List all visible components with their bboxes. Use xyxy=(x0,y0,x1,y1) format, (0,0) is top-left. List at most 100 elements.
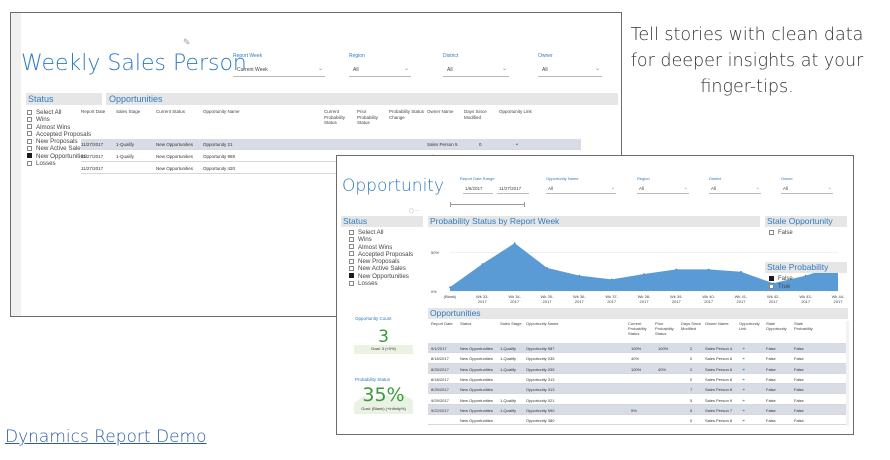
checkbox[interactable] xyxy=(27,109,32,115)
status-item[interactable]: New Opportunities xyxy=(349,273,413,280)
slicer-district[interactable]: District All ⌄ xyxy=(443,53,509,77)
slicer-region[interactable]: Region All ⌄ xyxy=(349,53,411,77)
owner-dropdown[interactable]: All ⌄ xyxy=(538,65,602,77)
link-icon[interactable]: ⚭ xyxy=(742,376,746,382)
checkbox[interactable] xyxy=(349,265,354,271)
checkbox[interactable] xyxy=(349,236,354,242)
stale-item[interactable]: True xyxy=(769,283,793,291)
status-item[interactable]: New Proposals xyxy=(349,258,413,265)
status-item[interactable]: Wins xyxy=(27,116,91,123)
data-point[interactable] xyxy=(481,263,484,265)
data-point[interactable] xyxy=(610,278,613,281)
data-point[interactable] xyxy=(675,268,678,271)
chevron-down-icon: ⌄ xyxy=(403,66,409,72)
status-item[interactable]: Wins xyxy=(349,236,413,243)
table-row[interactable]: 8/18/2017 New Opportunities Opportunity 31… xyxy=(428,374,848,385)
link-icon[interactable]: ⚭ xyxy=(742,387,746,393)
date-from-input[interactable]: 1/6/2017 xyxy=(463,186,493,194)
owner-dropdown[interactable]: All ⌄ xyxy=(781,185,833,194)
area-series[interactable] xyxy=(450,243,838,291)
data-point[interactable] xyxy=(546,267,548,269)
link-icon[interactable]: ⚭ xyxy=(742,356,746,362)
report-week-dropdown[interactable]: Current Week ⌄ xyxy=(233,65,325,77)
table-row[interactable]: 11/27/2017 1-Qualify New Opportunities Oppo… xyxy=(81,139,581,150)
col-header: Report Date xyxy=(431,321,453,326)
slicer-value: Current Week xyxy=(237,67,268,73)
checkbox[interactable] xyxy=(349,251,354,257)
date-to-input[interactable]: 11/27/2017 xyxy=(497,186,529,194)
data-point[interactable] xyxy=(513,242,516,244)
cell-so: False xyxy=(766,356,776,362)
table-row[interactable]: 8/25/2017 New Opportunities 1-Qualify Oppor… xyxy=(428,363,848,374)
data-point[interactable] xyxy=(707,268,710,271)
checkbox[interactable] xyxy=(27,153,32,159)
cell-days: 0 xyxy=(690,356,693,362)
district-dropdown[interactable]: All ⌄ xyxy=(443,65,509,77)
district-dropdown[interactable]: All ⌄ xyxy=(709,185,761,194)
status-item[interactable]: Almost Wins xyxy=(27,124,91,131)
status-item[interactable]: Accepted Proposals xyxy=(349,251,413,258)
link-icon[interactable]: ⚭ xyxy=(742,397,746,403)
link-icon[interactable]: ⚭ xyxy=(742,407,746,413)
checkbox[interactable] xyxy=(349,229,354,235)
status-item[interactable]: Almost Wins xyxy=(349,244,413,251)
status-item[interactable]: Losses xyxy=(27,160,91,167)
data-point[interactable] xyxy=(578,274,581,277)
date-range-slider[interactable] xyxy=(450,202,525,207)
table-row[interactable]: 11/27/2017 New Opportunities Opportunity 4… xyxy=(81,163,581,174)
checkbox[interactable] xyxy=(27,145,32,151)
stale-item[interactable]: False xyxy=(769,275,793,283)
data-point[interactable] xyxy=(804,274,807,277)
checkbox[interactable] xyxy=(27,138,32,144)
opportunity-name-dropdown[interactable]: All ⌄ xyxy=(546,185,616,194)
checkbox[interactable] xyxy=(349,244,354,250)
status-item[interactable]: Select All xyxy=(27,109,91,116)
status-item[interactable]: Accepted Proposals xyxy=(27,131,91,138)
cell-so: False xyxy=(766,397,776,403)
slicer-report-week[interactable]: Report Week Current Week ⌄ xyxy=(233,53,325,77)
visual-options-icon[interactable]: ▢ ··· xyxy=(409,208,421,214)
table-row[interactable]: New Opportunities Opportunity 380 0 Sales P… xyxy=(428,415,848,426)
checkbox[interactable] xyxy=(27,131,32,137)
pin-icon[interactable]: ✎ xyxy=(183,37,191,47)
table-row[interactable]: 9/1/2017 New Opportunities 1-Qualify Opport… xyxy=(428,343,848,354)
checkbox[interactable] xyxy=(349,280,354,286)
table-row[interactable]: 8/25/2017 New Opportunities Opportunity 31… xyxy=(428,384,848,395)
data-point[interactable] xyxy=(449,286,451,288)
stale-opportunity-header: Stale Opportunity xyxy=(765,216,847,227)
region-dropdown[interactable]: All ⌄ xyxy=(637,185,689,194)
chevron-down-icon: ⌄ xyxy=(317,66,323,72)
checkbox[interactable] xyxy=(27,116,32,122)
checkbox[interactable] xyxy=(27,124,32,130)
link-icon[interactable]: ⚭ xyxy=(742,418,746,424)
status-item[interactable]: New Opportunities xyxy=(27,153,91,160)
table-scrollbar[interactable] xyxy=(846,321,849,426)
slicer-owner[interactable]: Owner All ⌄ xyxy=(538,53,602,77)
cell-status: New Opportunities xyxy=(460,397,493,403)
table-row[interactable]: 9/29/2017 New Opportunities 1-Qualify Oppor… xyxy=(428,395,848,405)
checkbox[interactable] xyxy=(769,283,774,289)
link-icon[interactable]: ⚭ xyxy=(742,346,746,351)
table-row[interactable]: 9/22/2017 New Opportunities 1-Qualify Oppor… xyxy=(428,404,848,416)
col-header: Report Date xyxy=(81,109,106,114)
checkbox[interactable] xyxy=(769,275,774,281)
link-icon[interactable]: ⚭ xyxy=(742,366,746,372)
status-item[interactable]: Select All xyxy=(349,229,413,236)
checkbox[interactable] xyxy=(27,160,32,166)
link-icon[interactable]: ⚭ xyxy=(515,142,519,147)
data-point[interactable] xyxy=(740,270,742,273)
dynamics-report-demo-link[interactable]: Dynamics Report Demo xyxy=(5,427,207,447)
stale-item[interactable]: False xyxy=(769,229,793,237)
status-item[interactable]: New Active Sales xyxy=(27,145,91,152)
status-item[interactable]: New Proposals xyxy=(27,138,91,145)
checkbox[interactable] xyxy=(349,273,354,279)
checkbox[interactable] xyxy=(769,229,774,235)
slicer-label: Region xyxy=(637,176,650,181)
status-item[interactable]: New Active Sales xyxy=(349,265,413,272)
region-dropdown[interactable]: All ⌄ xyxy=(349,65,411,77)
checkbox[interactable] xyxy=(349,258,354,264)
col-header: Days Since Modified xyxy=(681,321,702,331)
data-point[interactable] xyxy=(643,273,645,275)
status-item[interactable]: Losses xyxy=(349,280,413,287)
table-row[interactable]: 8/18/2017 New Opportunities 1-Qualify Oppor… xyxy=(428,353,848,364)
